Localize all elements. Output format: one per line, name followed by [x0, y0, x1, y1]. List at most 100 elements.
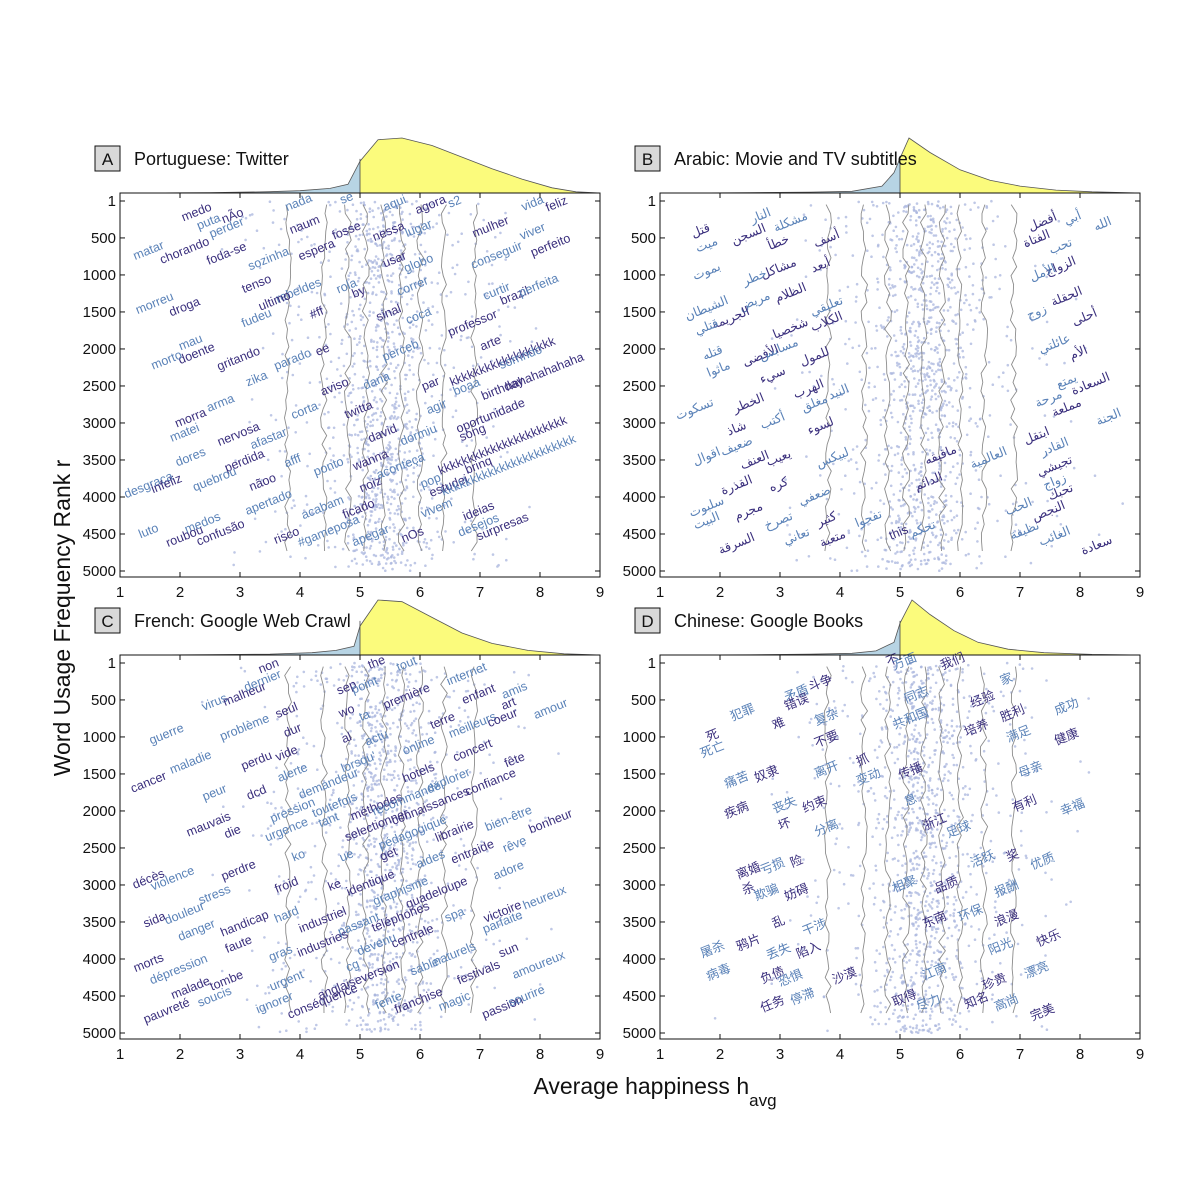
data-point [911, 235, 915, 238]
data-point [881, 883, 885, 887]
data-point [407, 354, 410, 357]
data-point [908, 429, 912, 432]
data-point [386, 736, 390, 739]
data-point [949, 205, 953, 209]
data-point [925, 448, 928, 451]
data-point [430, 395, 434, 398]
data-point [941, 846, 944, 850]
word-label: 息 [902, 790, 919, 809]
scatter-points [200, 661, 560, 1034]
data-point [930, 1031, 933, 1035]
data-point [407, 790, 410, 793]
data-point [398, 267, 401, 270]
data-point [407, 680, 411, 684]
data-point [239, 666, 243, 670]
data-point [897, 810, 900, 814]
data-point [392, 523, 395, 526]
data-point [392, 662, 395, 666]
data-point [1024, 752, 1027, 755]
data-point [368, 267, 372, 270]
data-point [404, 398, 407, 402]
data-point [505, 558, 508, 562]
data-point [402, 1013, 405, 1017]
word-label: كثير [813, 509, 838, 531]
data-point [889, 715, 892, 718]
data-point [374, 527, 378, 530]
data-point [376, 893, 380, 897]
data-point [921, 960, 924, 963]
data-point [381, 506, 384, 510]
data-point [949, 1007, 952, 1010]
data-point [907, 901, 911, 905]
data-point [378, 243, 382, 247]
data-point [934, 927, 938, 931]
data-point [366, 814, 370, 817]
data-point [950, 826, 954, 830]
y-tick-label: 2000 [623, 341, 656, 358]
data-point [909, 667, 913, 670]
data-point [457, 864, 461, 867]
data-point [456, 787, 459, 790]
data-point [987, 502, 991, 506]
data-point [324, 879, 328, 883]
data-point [492, 942, 496, 946]
data-point [380, 845, 384, 848]
data-point [398, 239, 401, 243]
data-point [886, 968, 889, 972]
data-point [975, 982, 979, 986]
data-point [869, 677, 872, 680]
data-point [404, 396, 407, 400]
data-point [352, 784, 356, 787]
data-point [464, 973, 468, 977]
data-point [923, 702, 927, 705]
data-point [408, 816, 411, 820]
data-point [327, 1003, 331, 1006]
data-point [910, 482, 914, 485]
data-point [920, 462, 923, 465]
data-point [924, 378, 927, 381]
data-point [395, 206, 398, 210]
data-point [499, 333, 502, 337]
data-point [407, 350, 411, 353]
data-point [391, 567, 394, 571]
data-point [909, 359, 913, 363]
data-point [943, 414, 946, 417]
data-point [943, 820, 946, 823]
percentile-trace [439, 666, 449, 1014]
data-point [857, 780, 860, 784]
data-point [867, 320, 870, 324]
data-point [956, 409, 960, 412]
data-point [372, 452, 376, 456]
data-point [413, 904, 416, 907]
data-point [378, 823, 381, 826]
data-point [931, 792, 934, 795]
data-point [915, 717, 918, 720]
data-point [305, 421, 309, 424]
data-point [844, 676, 848, 680]
data-point [818, 249, 821, 252]
data-point [457, 723, 461, 727]
data-point [850, 569, 853, 573]
data-point [868, 217, 872, 221]
data-point [903, 807, 907, 811]
data-point [952, 912, 955, 915]
y-tick-label: 5000 [623, 563, 656, 580]
data-point [327, 546, 331, 549]
data-point [261, 346, 265, 350]
x-tick-label: 6 [416, 1046, 424, 1063]
data-point [934, 330, 938, 334]
data-point [449, 725, 453, 728]
data-point [269, 802, 273, 805]
data-point [887, 560, 891, 564]
data-point [406, 903, 409, 907]
data-point [412, 719, 416, 723]
data-point [274, 510, 277, 513]
data-point [405, 816, 409, 819]
data-point [368, 314, 371, 317]
data-point [389, 760, 392, 764]
data-point [397, 292, 401, 296]
data-point [914, 298, 917, 302]
data-point [875, 665, 878, 668]
data-point [396, 854, 399, 857]
data-point [404, 478, 408, 482]
